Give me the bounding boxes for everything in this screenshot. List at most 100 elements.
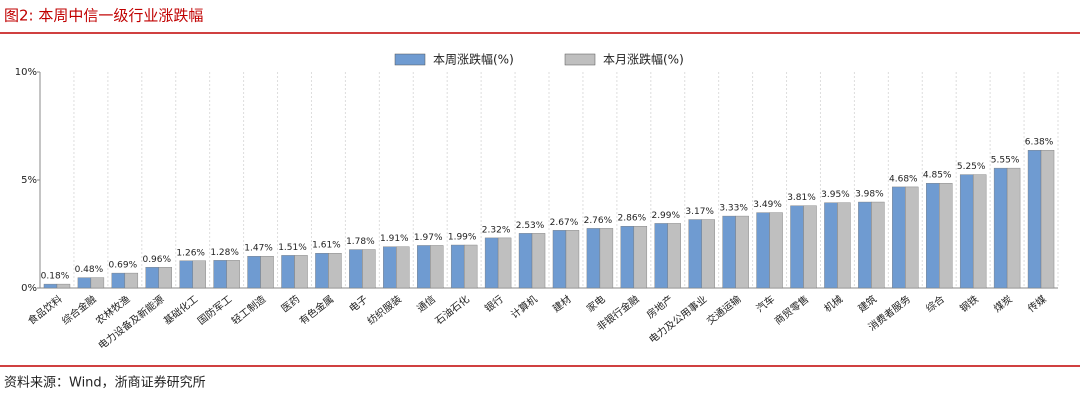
x-tick-label: 计算机	[508, 292, 540, 321]
value-label: 2.32%	[482, 225, 511, 235]
bar	[926, 183, 940, 289]
y-tick-label: 5%	[21, 175, 37, 186]
bar	[450, 244, 465, 289]
bar	[497, 237, 512, 289]
legend-label: 本月涨跌幅(%)	[603, 52, 684, 67]
bar	[620, 226, 635, 289]
bar	[552, 230, 567, 289]
bar	[362, 249, 376, 289]
value-label: 0.69%	[109, 261, 138, 271]
bar	[871, 201, 885, 289]
value-label: 4.68%	[889, 174, 918, 184]
source: 资料来源：Wind，浙商证券研究所	[4, 375, 206, 391]
value-label: 6.38%	[1025, 138, 1054, 148]
legend-swatch	[394, 53, 426, 66]
bar	[158, 267, 172, 289]
value-label: 3.49%	[753, 200, 782, 210]
bar	[328, 253, 342, 289]
bar	[124, 272, 139, 289]
bar	[667, 223, 681, 289]
bar	[858, 201, 872, 289]
bar	[633, 226, 648, 289]
bar	[77, 277, 92, 289]
bar	[430, 245, 444, 289]
x-tick-label: 交通运输	[704, 292, 744, 327]
bar	[226, 260, 240, 289]
value-label: 1.61%	[312, 241, 341, 251]
bar	[790, 205, 804, 289]
value-label: 0.18%	[41, 272, 70, 282]
value-label: 1.99%	[448, 233, 477, 243]
x-tick-label: 通信	[415, 293, 438, 315]
bar	[281, 255, 295, 289]
value-label: 3.98%	[855, 190, 884, 200]
x-tick-label: 建筑	[855, 292, 879, 315]
bar	[294, 255, 308, 289]
bar	[192, 260, 206, 289]
legend-label: 本周涨跌幅(%)	[433, 52, 514, 67]
value-label: 1.97%	[414, 233, 443, 243]
x-tick-label: 基础化工	[161, 292, 201, 327]
bar	[993, 167, 1008, 289]
bar	[735, 215, 749, 289]
x-tick-label: 电力及公用事业	[646, 292, 709, 345]
bar	[722, 215, 736, 289]
bar	[90, 277, 105, 289]
bar	[769, 212, 783, 289]
bar	[892, 186, 906, 289]
x-tick-label: 机械	[821, 292, 845, 315]
x-tick-label: 有色金属	[297, 292, 337, 327]
value-label: 2.76%	[584, 216, 613, 226]
chart-title: 图2: 本周中信一级行业涨跌幅	[4, 7, 203, 25]
bar	[111, 272, 126, 289]
bar	[145, 267, 159, 289]
bar	[417, 245, 431, 289]
bar	[688, 219, 702, 289]
bar	[247, 256, 261, 289]
bar	[260, 256, 274, 289]
bar	[586, 228, 601, 289]
value-label: 1.47%	[244, 244, 273, 254]
bar	[599, 228, 614, 289]
bar	[56, 283, 71, 289]
y-tick-label: 10%	[15, 67, 37, 78]
bar	[905, 186, 919, 289]
bar	[565, 230, 580, 289]
value-label: 2.86%	[618, 214, 647, 224]
bar	[1040, 149, 1055, 289]
value-label: 5.55%	[991, 156, 1020, 166]
x-tick-label: 轻工制造	[229, 292, 269, 327]
bar	[396, 246, 410, 289]
x-tick-label: 煤炭	[991, 292, 1015, 315]
x-tick-label: 国防军工	[195, 292, 235, 327]
value-label: 3.17%	[685, 207, 714, 217]
x-tick-label: 建材	[550, 292, 574, 315]
bar	[701, 219, 715, 289]
x-tick-label: 汽车	[753, 292, 777, 315]
legend-swatch	[564, 53, 596, 66]
bar	[383, 246, 397, 289]
value-label: 1.28%	[210, 248, 239, 258]
bar	[1006, 167, 1021, 289]
bar	[1027, 149, 1042, 289]
x-tick-label: 综合	[923, 292, 947, 315]
value-label: 1.91%	[380, 234, 409, 244]
x-tick-label: 医药	[279, 293, 302, 315]
x-tick-label: 电子	[346, 292, 370, 315]
bar	[518, 233, 533, 289]
bar	[803, 205, 817, 289]
bar	[531, 233, 546, 289]
bar	[959, 174, 974, 289]
bar	[837, 202, 851, 289]
value-label: 0.48%	[75, 265, 104, 275]
value-label: 5.25%	[957, 162, 986, 172]
x-tick-label: 钢铁	[957, 292, 981, 315]
bar	[824, 202, 838, 289]
bar	[349, 249, 363, 289]
value-label: 2.53%	[516, 221, 545, 231]
bar	[213, 260, 227, 289]
bar	[756, 212, 770, 289]
value-label: 2.67%	[550, 218, 579, 228]
x-tick-label: 纺织服装	[364, 292, 404, 327]
